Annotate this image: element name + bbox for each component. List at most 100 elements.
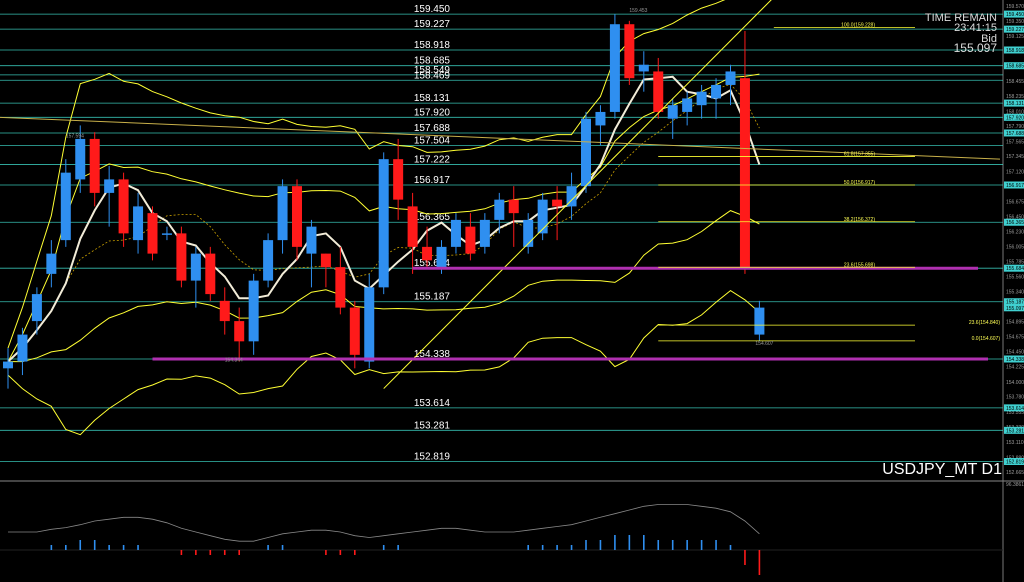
axis-tick-label: 155.785 xyxy=(1006,259,1024,265)
level-label: 157.504 xyxy=(414,135,451,146)
trendline-up xyxy=(383,0,772,389)
fib-label: 23.6(154.840) xyxy=(969,320,1000,326)
time-remain-label: TIME REMAIN xyxy=(925,12,997,24)
axis-tick-label: 158.235 xyxy=(1006,94,1024,100)
axis-price-tag-label: 158.685 xyxy=(1006,64,1024,70)
axis-tick-label: 157.120 xyxy=(1006,169,1024,175)
candle-body xyxy=(234,321,245,342)
axis-tick-label: 158.455 xyxy=(1006,79,1024,85)
level-label: 154.338 xyxy=(414,349,451,360)
candle-body xyxy=(46,253,57,274)
axis-tick-label: 153.555 xyxy=(1006,410,1024,416)
time-remain-value: 23:41:15 xyxy=(954,22,997,34)
axis-price-tag-label: 158.918 xyxy=(1006,48,1024,54)
trendline-flat xyxy=(0,116,1001,160)
fib-label: 38.2(156.372) xyxy=(844,217,875,223)
axis-tick-label: 157.790 xyxy=(1006,124,1024,130)
axis-tick-label: 153.110 xyxy=(1006,440,1024,446)
candle-body xyxy=(104,179,115,193)
candle-body xyxy=(754,307,765,335)
axis-tick-label: 157.565 xyxy=(1006,139,1024,145)
level-label: 158.469 xyxy=(414,70,451,81)
candle-body xyxy=(682,98,693,112)
axis-price-tag xyxy=(1004,129,1024,137)
candle-body xyxy=(523,219,534,247)
candle-body xyxy=(219,300,230,322)
candle-body xyxy=(508,199,519,214)
bid-label: Bid xyxy=(981,33,997,45)
candle-body xyxy=(190,253,201,281)
lower-band xyxy=(7,289,760,436)
fib-label: 23.6(155.698) xyxy=(844,262,875,268)
axis-price-tag xyxy=(1004,99,1024,107)
point-label: 159.453 xyxy=(629,8,647,14)
candle-body xyxy=(725,71,736,85)
candle-body xyxy=(653,71,664,112)
candle-body xyxy=(60,172,71,241)
axis-tick-label: 158.010 xyxy=(1006,109,1024,115)
level-label: 158.131 xyxy=(414,93,451,104)
fib-label: 0.0(154.607) xyxy=(972,336,1001,342)
candle-body xyxy=(552,199,563,207)
axis-tick-label: 153.780 xyxy=(1006,395,1024,401)
candle-body xyxy=(696,91,707,106)
level-label: 158.918 xyxy=(414,40,451,51)
candle-body xyxy=(711,84,722,99)
axis-price-tag-label: 155.187 xyxy=(1006,300,1024,306)
axis-tick-label: 156.450 xyxy=(1006,215,1024,221)
candle-body xyxy=(205,253,216,295)
axis-price-tag-label: 152.819 xyxy=(1006,460,1024,466)
level-label: 156.365 xyxy=(414,212,451,223)
axis-tick-label: 154.895 xyxy=(1006,319,1024,325)
candle-body xyxy=(31,294,42,322)
axis-tick-label: 159.570 xyxy=(1006,4,1024,10)
axis-tick-label: 159.125 xyxy=(1006,34,1024,40)
level-label: 159.450 xyxy=(414,4,451,15)
candle-body xyxy=(450,219,461,247)
level-label: 158.685 xyxy=(414,56,451,67)
level-label: 157.222 xyxy=(414,154,451,165)
axis-price-tag-label: 153.281 xyxy=(1006,428,1024,434)
candle-body xyxy=(277,186,288,241)
candle-body xyxy=(566,186,577,207)
axis-tick-label: 156.005 xyxy=(1006,245,1024,251)
axis-price-tag xyxy=(1004,458,1024,466)
point-label: 157.594 xyxy=(66,133,84,139)
candle-body xyxy=(581,118,591,187)
candle-body xyxy=(17,334,28,362)
axis-tick-label: 154.000 xyxy=(1006,380,1024,386)
axis-price-tag-label: 156.365 xyxy=(1006,220,1024,226)
fib-label: 50.0(156.917) xyxy=(844,180,875,186)
level-label: 155.684 xyxy=(414,258,451,269)
axis-price-tag-label: 154.338 xyxy=(1006,357,1024,363)
axis-tick-label: 154.450 xyxy=(1006,349,1024,355)
point-label: 154.344 xyxy=(225,358,243,364)
axis-price-tag-label: 157.688 xyxy=(1006,131,1024,137)
candle-body xyxy=(364,287,375,362)
axis-tick-label: 152.665 xyxy=(1006,470,1024,476)
candle-body xyxy=(465,226,476,254)
candle-body xyxy=(292,186,302,247)
symbol-label: USDJPY_MT D1 xyxy=(882,461,1002,478)
candle-body xyxy=(667,105,678,119)
level-label: 156.917 xyxy=(414,175,451,186)
axis-price-tag xyxy=(1004,304,1024,312)
axis-price-tag xyxy=(1004,46,1024,54)
axis-price-tag xyxy=(1004,10,1024,18)
candle-body xyxy=(537,199,548,234)
axis-price-tag xyxy=(1004,218,1024,226)
axis-price-tag-label: 153.614 xyxy=(1006,406,1024,412)
osc-signal-line xyxy=(8,504,760,542)
axis-price-tag-label: 158.131 xyxy=(1006,101,1024,107)
point-label: 154.607 xyxy=(755,341,773,347)
candle-body xyxy=(349,307,360,355)
candle-body xyxy=(320,253,331,268)
axis-price-tag xyxy=(1004,62,1024,70)
axis-price-tag xyxy=(1004,181,1024,189)
annotations: 100.0(159.228) 61.8(157.355) 50.0(156.917)… xyxy=(0,0,1000,389)
level-label: 155.187 xyxy=(414,292,451,303)
candle-body xyxy=(436,246,447,268)
price-axis: 159.570159.350159.125158.900158.675158.4… xyxy=(1004,4,1024,476)
level-label: 153.281 xyxy=(414,420,451,431)
